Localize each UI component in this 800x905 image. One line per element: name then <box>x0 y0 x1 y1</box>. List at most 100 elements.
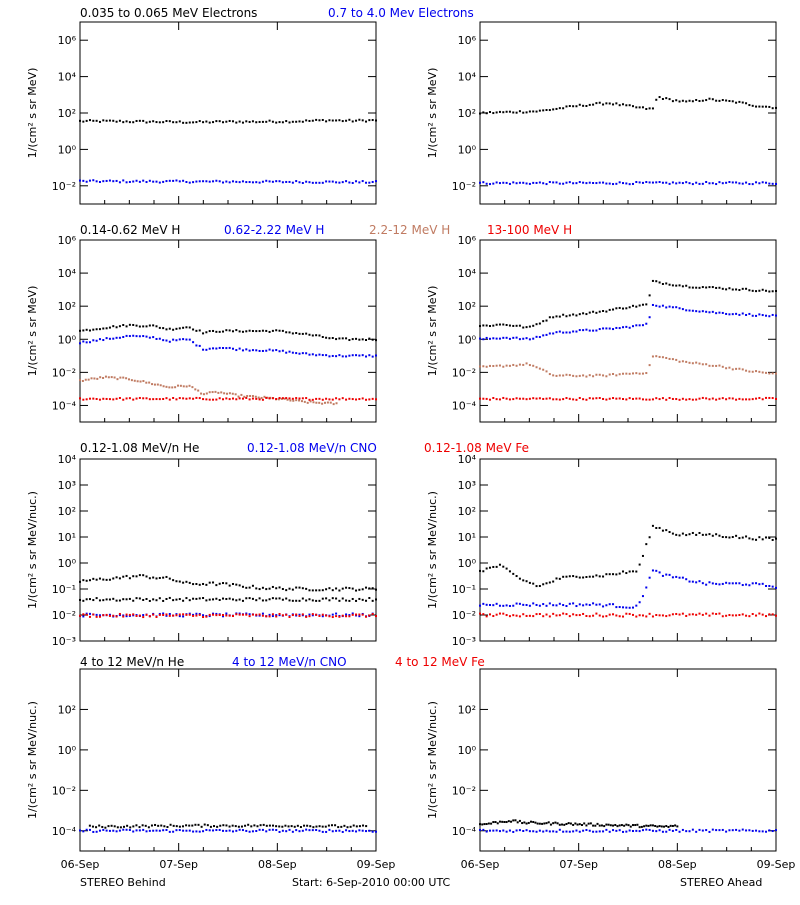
panel-r3c1-series3-point <box>555 614 558 617</box>
panel-r1c0-series1-point <box>122 121 125 124</box>
panel-r4c1-series1-point <box>490 822 493 825</box>
panel-r1c1-series1-point <box>605 102 608 105</box>
panel-r2c0-series4-point <box>231 397 234 400</box>
panel-r2c0-series2-point <box>85 341 88 344</box>
panel-r2c0-series3-point <box>257 396 260 399</box>
panel-r4c0-series1-point <box>197 823 200 826</box>
panel-r3c1-series2-point <box>701 582 704 585</box>
panel-r2c1-series3-point <box>725 367 728 370</box>
panel-r3c0-series2-point <box>318 599 321 602</box>
panel-r1c1-series2-point <box>615 182 618 185</box>
panel-r3c1-series2-point <box>512 604 515 607</box>
panel-r4c1-series2-point <box>485 830 488 833</box>
panel-r3c1-series2-point <box>761 582 764 585</box>
panel-r2c0-series4-point <box>375 398 377 401</box>
panel-r2c0-series1-point <box>145 325 148 328</box>
panel-r4c1-series2-point <box>518 829 521 832</box>
panel-r4c0-xtick-label: 07-Sep <box>159 858 198 871</box>
panel-r3c1-series3-point <box>492 615 495 618</box>
panel-r4c1-series1-point <box>565 822 568 825</box>
panel-r3c1-series2-point <box>641 595 644 598</box>
panel-r1c0-series2-point <box>85 180 88 183</box>
panel-r3c0-series1-point <box>205 583 208 586</box>
panel-r2c0-series2-point <box>315 354 318 357</box>
panel-r1c1-series1-point <box>515 111 518 114</box>
panel-r2c0-series4-point <box>268 397 271 400</box>
panel-r3c1-series3-point <box>741 613 744 616</box>
panel-r1c1-series1-point <box>588 103 591 106</box>
panel-r4c0-series1-point <box>365 825 368 828</box>
panel-r1c0-series1-point <box>82 120 85 123</box>
panel-r2c1-series2-point <box>585 328 588 331</box>
panel-r3c0-series3-point <box>321 615 324 618</box>
panel-r3c1-series3-point <box>568 615 571 618</box>
panel-r2c1-series1-point <box>585 313 588 316</box>
panel-r2c0-series2-point <box>375 354 377 357</box>
panel-r3c0-series4-point <box>128 613 131 616</box>
panel-r3c0-series4-point <box>122 615 125 618</box>
panel-r3c0-series4-point <box>125 613 128 616</box>
panel-r3c1-series1-point <box>538 584 541 587</box>
panel-r2c1-series1-point <box>582 312 585 315</box>
panel-r1c1-series1-point <box>738 100 741 103</box>
panel-r1c0-series2-point <box>255 181 258 184</box>
panel-r2c1-series4-point <box>492 396 495 399</box>
panel-r2c1-series3-point <box>768 372 771 375</box>
panel-r1c1-series1-point <box>535 110 538 113</box>
panel-r4c1-series1-point <box>585 824 588 827</box>
panel-r2c1-series1-point <box>615 307 618 310</box>
panel-r2c0-series2-point <box>138 335 141 338</box>
panel-r3c1-series1-point <box>708 533 711 536</box>
panel-r3c1-series1-point <box>555 577 558 580</box>
panel-r3c1-series2-point <box>525 604 528 607</box>
panel-r4c0-series1-point <box>101 825 104 828</box>
panel-r3c0-series2-point <box>145 597 148 600</box>
panel-r3c0-series4-point <box>218 613 221 616</box>
panel-r2c0-series2-point <box>248 349 251 352</box>
panel-r4c1-series2-point <box>528 830 531 833</box>
panel-r3c1-series3-point <box>705 612 708 615</box>
panel-r2c1-series2-point <box>545 333 548 336</box>
panel-r2c0-series3-point <box>234 393 237 396</box>
panel-r2c0-series1-point <box>248 329 251 332</box>
panel-r3c1-series1-point <box>552 580 555 583</box>
panel-r1c1-series2-point <box>645 181 648 184</box>
panel-r3c1-series3-point <box>661 614 664 617</box>
panel-r3c1-series1-point <box>768 537 771 540</box>
panel-r3c1-series2-point <box>575 605 578 608</box>
panel-r3c0-series2-point <box>298 599 301 602</box>
panel-r1c1-series1-point <box>505 110 508 113</box>
panel-r1c1-series1-point <box>582 104 585 107</box>
panel-r2c1-series1-point <box>622 307 625 310</box>
panel-r4c0-series2-point <box>375 830 377 833</box>
panel-r2c0-series1-point <box>305 332 308 335</box>
panel-r4c1-series1-point <box>647 824 650 827</box>
panel-r3c0-series2-point <box>138 597 141 600</box>
panel-r1c1-series2-point <box>711 182 714 185</box>
panel-r4c0-series1-point <box>200 825 203 828</box>
panel-r2c0-series4-point <box>248 398 251 401</box>
panel-r2c0-series4-point <box>351 398 354 401</box>
panel-r2c1-series3-point <box>691 362 694 365</box>
panel-r4c1-series2-point <box>548 830 551 833</box>
panel-r3c0-series4-point <box>285 613 288 616</box>
panel-r2c1-series3-point <box>718 364 721 367</box>
panel-r2c0-series2-point <box>145 335 148 338</box>
panel-r1c0-series2-point <box>355 180 358 183</box>
panel-r2c1-series4-point <box>758 396 761 399</box>
panel-r3c1-series1-point <box>595 574 598 577</box>
panel-r2c0-series4-point <box>278 397 281 400</box>
panel-r4c1-series2-point <box>538 829 541 832</box>
panel-r3c0-series2-point <box>202 597 205 600</box>
panel-r3c1-series3-point <box>638 614 641 617</box>
panel-r4c0-series1-point <box>259 824 262 827</box>
panel-r1c1-series2-point <box>638 181 641 184</box>
panel-r4c1-series2-point <box>482 828 485 831</box>
panel-r1c1-series1-point <box>728 99 731 102</box>
panel-r1c1-series2-point <box>612 183 615 186</box>
panel-r2c1-series2-point <box>578 329 581 332</box>
panel-r4c1-series2-point <box>508 829 511 832</box>
panel-r3c0-series2-point <box>142 598 145 601</box>
panel-r3c1-series3-point <box>645 615 648 618</box>
panel-r2c0-series2-point <box>222 347 225 350</box>
